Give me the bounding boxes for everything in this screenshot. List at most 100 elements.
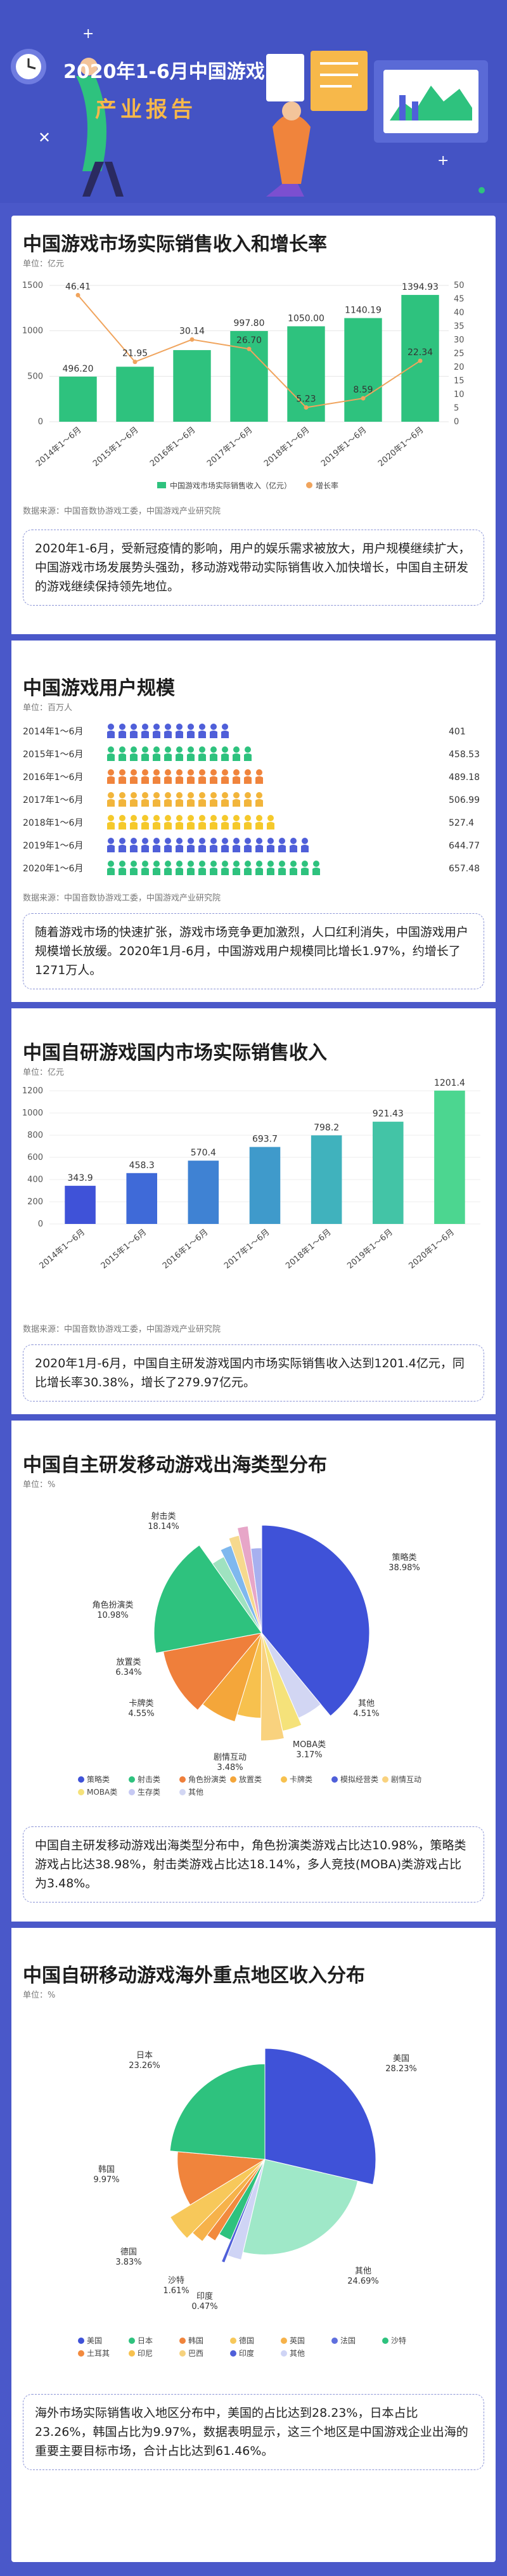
person-icon xyxy=(233,792,240,807)
person-icon xyxy=(176,769,183,784)
slice-value-label: 6.34% xyxy=(115,1668,141,1677)
legend-label: 法国 xyxy=(340,2336,356,2345)
person-icon xyxy=(176,724,183,738)
legend-swatch xyxy=(331,2338,338,2344)
person-icon xyxy=(255,815,263,829)
header-banner: ✕ + + 2020年1-6月中国游戏 产业报告 xyxy=(0,0,507,203)
person-icon xyxy=(164,861,172,875)
y-tick-label: 1200 xyxy=(22,1086,43,1096)
bar-value-label: 1201.4 xyxy=(434,1078,465,1088)
slice-label: 日本 xyxy=(136,2051,153,2060)
legend-label: 土耳其 xyxy=(87,2349,110,2358)
page-title: 2020年1-6月中国游戏 xyxy=(63,61,265,83)
pie-slice xyxy=(177,2151,266,2206)
bar-value-label: 458.3 xyxy=(129,1161,155,1171)
bar-value-label: 921.43 xyxy=(373,1109,404,1119)
users-chart: 2014年1～6月 401 2015年1～6月 458.53 2016年1～6月 489.… xyxy=(23,724,480,875)
person-icon xyxy=(221,746,229,761)
legend-label: 德国 xyxy=(239,2336,254,2345)
slice-value-label: 3.48% xyxy=(217,1763,243,1773)
legend-swatch xyxy=(331,1776,338,1783)
person-icon xyxy=(210,769,217,784)
pie-slice xyxy=(169,2063,266,2160)
growth-value-label: 21.95 xyxy=(122,349,148,359)
legend-swatch xyxy=(306,482,312,488)
y-tick-label: 1000 xyxy=(22,327,43,336)
person-icon xyxy=(187,769,195,784)
bar-value-label: 570.4 xyxy=(191,1148,216,1158)
row-value-label: 506.99 xyxy=(449,795,480,805)
legend-label: 巴西 xyxy=(188,2349,203,2358)
x-tick-label: 2018年1～6月 xyxy=(284,1228,333,1271)
source-note: 数据来源：中国音数协游戏工委，中国游戏产业研究院 xyxy=(23,1325,221,1334)
person-icon xyxy=(130,861,138,875)
person-icon xyxy=(221,815,229,829)
row-value-label: 657.48 xyxy=(449,864,480,874)
legend-swatch xyxy=(281,2338,287,2344)
person-icon xyxy=(164,792,172,807)
row-value-label: 401 xyxy=(449,727,466,737)
x-tick-label: 2014年1～6月 xyxy=(38,1228,87,1271)
row-value-label: 644.77 xyxy=(449,841,480,851)
y2-tick-label: 0 xyxy=(454,417,459,427)
slice-value-label: 0.47% xyxy=(191,2302,217,2312)
person-icon xyxy=(141,746,149,761)
revenue-chart: 0 500 1000 1500 0 5 10 15 20 25 30 35 40 45 50 496.20 20… xyxy=(22,281,465,490)
person-icon xyxy=(130,815,138,829)
person-icon xyxy=(244,838,252,852)
growth-value-label: 22.34 xyxy=(408,348,433,358)
person-icon xyxy=(290,838,297,852)
bar xyxy=(344,318,382,422)
growth-value-label: 26.70 xyxy=(236,335,262,346)
person-icon xyxy=(221,861,229,875)
legend-swatch xyxy=(179,2338,186,2344)
unit-label: 单位：亿元 xyxy=(23,1068,65,1077)
person-icon xyxy=(221,792,229,807)
person-icon xyxy=(301,838,309,852)
person-icon xyxy=(130,724,138,738)
person-icon xyxy=(176,861,183,875)
slice-value-label: 24.69% xyxy=(347,2277,379,2286)
person-icon xyxy=(198,769,206,784)
legend-swatch xyxy=(179,1789,186,1795)
bar xyxy=(59,376,97,422)
person-icon xyxy=(107,769,115,784)
person-icon xyxy=(119,838,126,852)
bar xyxy=(65,1185,96,1224)
y-tick-label: 0 xyxy=(38,417,43,427)
y2-tick-label: 50 xyxy=(454,281,465,290)
legend-label: 印尼 xyxy=(138,2349,153,2358)
y2-tick-label: 40 xyxy=(454,308,465,318)
person-icon xyxy=(153,815,160,829)
person-icon xyxy=(130,769,138,784)
person-icon xyxy=(164,838,172,852)
y2-tick-label: 15 xyxy=(454,377,465,386)
growth-point xyxy=(75,292,80,297)
legend-swatch xyxy=(78,1789,84,1795)
bar-value-label: 1394.93 xyxy=(402,282,439,292)
growth-value-label: 46.41 xyxy=(65,282,91,292)
unit-label: 单位：百万人 xyxy=(23,703,73,713)
unit-label: 单位：% xyxy=(23,1991,56,2000)
source-note: 数据来源：中国音数协游戏工委，中国游戏产业研究院 xyxy=(23,894,221,903)
person-icon xyxy=(153,769,160,784)
x-tick-label: 2014年1～6月 xyxy=(34,426,84,469)
growth-point xyxy=(418,358,423,363)
pie-slice xyxy=(242,2159,359,2255)
person-icon xyxy=(153,861,160,875)
person-icon xyxy=(267,861,274,875)
person-icon xyxy=(141,838,149,852)
bar-value-label: 1140.19 xyxy=(345,306,382,316)
slice-label: 其他 xyxy=(358,1699,375,1708)
person-icon xyxy=(210,724,217,738)
person-icon xyxy=(107,724,115,738)
y-tick-label: 400 xyxy=(27,1175,43,1185)
legend-swatch xyxy=(78,1776,84,1783)
bar xyxy=(230,330,268,422)
region-summary: 海外市场实际销售收入地区分布中，美国的占比达到28.23%，日本占比23.26%… xyxy=(23,2394,484,2470)
legend-swatch xyxy=(382,1776,388,1783)
person-icon xyxy=(198,815,206,829)
person-icon xyxy=(187,724,195,738)
legend-swatch xyxy=(78,2338,84,2344)
person-icon xyxy=(244,792,252,807)
